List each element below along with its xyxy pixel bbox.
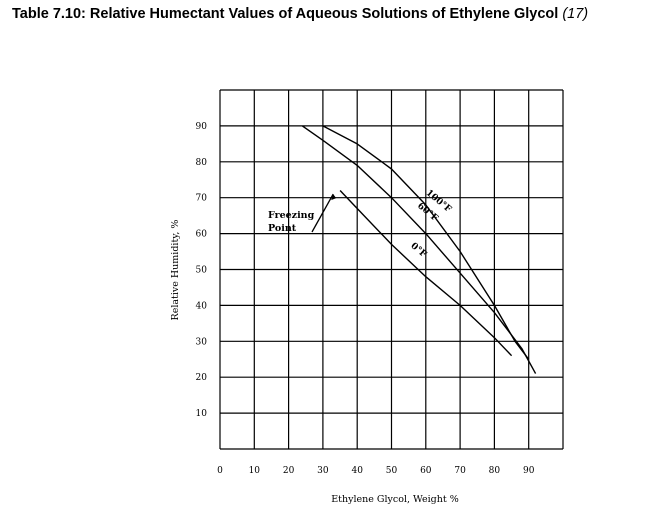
chart-grid — [219, 89, 564, 450]
x-axis-label: Ethylene Glycol, Weight % — [331, 494, 459, 505]
x-tick-label: 70 — [454, 466, 466, 476]
chart-curves — [301, 125, 537, 374]
annotation-arrowhead — [331, 194, 337, 201]
x-tick-label: 20 — [283, 466, 295, 476]
y-tick-label: 20 — [196, 373, 208, 383]
x-tick-label: 80 — [489, 466, 501, 476]
y-axis-label: Relative Humidity, % — [170, 220, 181, 321]
curve-0f — [339, 190, 513, 357]
chart-ticks: 0 10 20 30 40 50 60 70 80 90 10 20 30 40 50 60 70 80 90 — [196, 122, 535, 476]
y-tick-label: 10 — [196, 409, 208, 419]
y-tick-label: 80 — [196, 158, 208, 168]
x-tick-label: 60 — [420, 466, 432, 476]
y-tick-label: 60 — [196, 230, 208, 240]
y-tick-label: 90 — [196, 122, 208, 132]
chart-title-text: Table 7.10: Relative Humectant Values of… — [12, 6, 559, 22]
chart-title-reference: (17) — [562, 6, 589, 22]
curve-60f — [301, 125, 537, 374]
y-tick-label: 50 — [196, 266, 208, 276]
chart-title: Table 7.10: Relative Humectant Values of… — [12, 6, 588, 22]
x-tick-label: 10 — [249, 466, 261, 476]
y-tick-label: 30 — [196, 337, 208, 347]
y-tick-label: 40 — [196, 301, 208, 311]
x-tick-label: 40 — [351, 466, 363, 476]
annotation-freezing-line2: Point — [268, 223, 297, 234]
annotation-leader-line — [311, 193, 334, 233]
x-tick-label: 50 — [386, 466, 398, 476]
annotation-freezing-line1: Freezing — [268, 210, 315, 221]
x-tick-label: 30 — [317, 466, 329, 476]
y-tick-label: 70 — [196, 194, 208, 204]
x-tick-label: 90 — [523, 466, 535, 476]
x-tick-label: 0 — [217, 466, 223, 476]
